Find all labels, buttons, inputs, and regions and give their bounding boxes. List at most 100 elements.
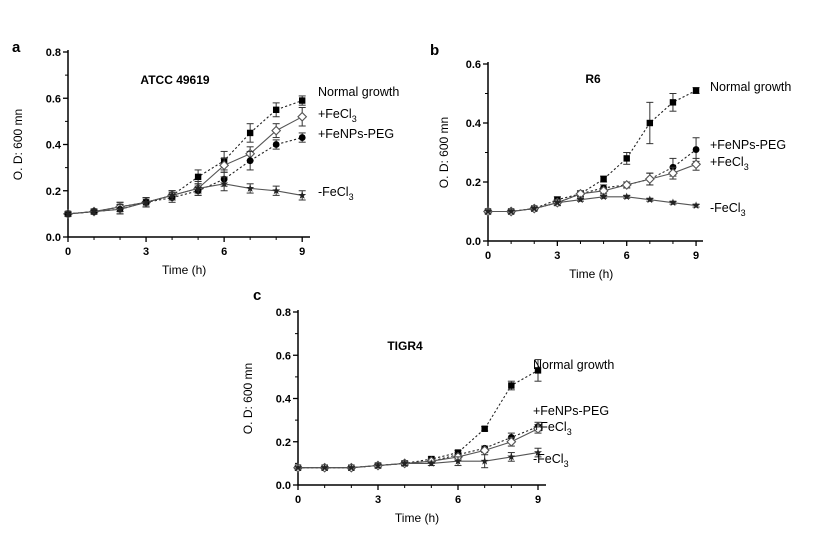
panel-c-xtick-label: 0 [295,494,301,506]
panel-a-xtick-label: 0 [65,246,71,258]
panel-c-title: TIGR4 [387,339,423,353]
panel-b-series-line [488,149,697,213]
panel-b-ytick-label: 0.4 [466,118,482,130]
panel-b-series-1 [484,137,700,215]
panel-a-xtick-label: 3 [143,246,149,258]
panel-b-data-point [692,87,700,94]
panel-b-xtick-label: 0 [485,250,491,262]
panel-b-data-point [668,198,677,207]
panel-c-ytick-label: 0.6 [276,350,291,362]
panel-a-legend-label: Normal growth [318,85,399,99]
panel-c-data-point [294,463,302,472]
panel-c-data-point [507,452,516,461]
panel-a-data-point [168,191,177,199]
panel-a-data-point [297,111,308,122]
panel-a-xtick-label: 6 [221,246,227,258]
panel-b-ytick-label: 0.0 [466,236,481,248]
panel-b-legend-label: Normal growth [710,80,791,94]
panel-a-series-line [67,183,303,215]
panel-b-y-axis-label: O. D: 600 mn [437,117,451,188]
panel-b-data-point [646,119,654,127]
panel-c-legend-label: +FeCl3 [533,420,572,437]
panel-b-data-point [669,99,677,106]
panel-b-data-point [645,195,654,204]
panel-c-data-point [534,367,542,374]
panel-a-legend-label: +FeNPs-PEG [318,127,394,141]
panel-a-legend-label: +FeCl3 [318,107,357,124]
panel-b-data-point [621,179,632,190]
panel-a-chart: a 0.0 0.2 0.4 0.6 0.8 0 3 6 9 Time (h) O. D: 600 mn… [11,39,399,277]
panel-a-data-point [246,129,254,137]
panel-c-y-axis-label: O. D: 600 mn [241,363,255,434]
panel-a-data-point [272,141,280,148]
panel-b-data-point [599,192,608,201]
panel-c-ytick-label: 0.0 [276,480,291,492]
panel-b-data-point [530,204,539,212]
panel-c-legend-label: -FeCl3 [533,452,569,469]
panel-a-data-point [298,191,307,199]
panel-c-data-point [454,457,462,465]
panel-a-legend-label: -FeCl3 [318,185,354,202]
panel-c-data-point [320,463,329,472]
panel-b-data-point [667,168,678,179]
panel-a-ytick-label: 0.6 [46,93,61,105]
panel-c-data-point [427,459,436,467]
panel-b-legend-label: +FeNPs-PEG [710,138,786,152]
panel-c-legend-label: +FeNPs-PEG [533,404,609,418]
panel-c-xtick-label: 3 [375,494,381,506]
panel-c-series-line [298,369,539,469]
panel-c-ytick-label: 0.2 [276,437,291,449]
panel-b-series-0 [484,87,700,215]
panel-c-data-point [480,457,489,465]
panel-c-ytick-label: 0.8 [276,307,291,319]
panel-a-data-point [220,179,229,188]
panel-b-series-line [488,196,697,213]
panel-a-series-1 [63,107,308,219]
panel-c-data-point [481,425,488,432]
panel-c-series-3 [294,447,542,472]
panel-b-ytick-label: 0.6 [466,59,481,71]
panel-c-data-point [400,459,409,467]
panel-c-data-point [374,461,382,469]
panel-a-xtick-label: 9 [299,246,305,258]
panel-c-series-line [298,452,539,469]
panel-b-series-3 [484,192,701,215]
panel-c-data-point [506,436,517,447]
panel-c-x-axis-label: Time (h) [395,511,439,525]
panel-a-data-point [246,157,254,165]
panel-c-legend-label: Normal growth [533,358,614,372]
panel-b-data-point [692,146,700,153]
panel-b-data-point [553,198,562,207]
panel-b-data-point [484,207,492,215]
panel-b-data-point [600,175,607,183]
panel-b-data-point [623,155,630,162]
panel-b-xtick-label: 3 [554,250,560,262]
panel-a-data-point [194,184,203,192]
panel-a-data-point [194,173,202,181]
panel-a-series-0 [64,95,306,218]
panel-a-y-axis-label: O. D: 600 mn [11,109,25,180]
panel-a-series-line [67,137,303,215]
panel-a-data-point [219,160,230,171]
panel-a-data-point [246,184,255,192]
panel-c-data-point [347,463,356,472]
panel-c-data-point [534,448,542,456]
panel-b-data-point [644,174,655,185]
panel-b-xtick-label: 9 [693,250,699,262]
panel-c-xtick-label: 9 [535,494,541,506]
panel-a-ytick-label: 0.4 [46,140,62,152]
panel-c-data-point [508,382,515,389]
panel-c-series-line [298,428,539,469]
panel-b-title: R6 [585,72,601,86]
panel-a-ytick-label: 0.8 [46,47,61,59]
panel-a-series-3 [64,176,307,218]
panel-b-data-point [576,195,585,204]
panel-b-series-2 [483,157,702,217]
panel-b-xtick-label: 6 [624,250,630,262]
panel-a-data-point [90,207,99,215]
panel-a-x-axis-label: Time (h) [162,263,206,277]
panel-a-series-line [67,116,303,215]
panel-c-series-0 [294,359,542,471]
panel-a-data-point [298,97,306,104]
panel-a-series-2 [64,132,306,218]
